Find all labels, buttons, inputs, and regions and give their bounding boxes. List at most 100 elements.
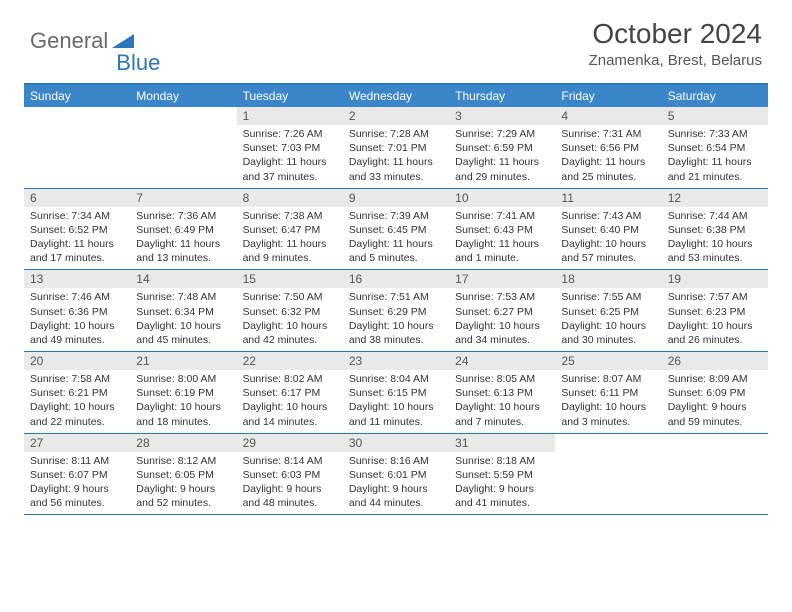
day-number: 14 <box>130 270 236 288</box>
sunrise-text: Sunrise: 7:26 AM <box>243 127 337 141</box>
header: General Blue October 2024 Znamenka, Bres… <box>0 0 792 77</box>
daylight-text: Daylight: 9 hours and 59 minutes. <box>668 400 762 428</box>
sunrise-text: Sunrise: 7:44 AM <box>668 209 762 223</box>
day-cell: 2Sunrise: 7:28 AMSunset: 7:01 PMDaylight… <box>343 107 449 188</box>
day-cell: 10Sunrise: 7:41 AMSunset: 6:43 PMDayligh… <box>449 189 555 270</box>
dow-cell: Friday <box>555 85 661 107</box>
daylight-text: Daylight: 10 hours and 57 minutes. <box>561 237 655 265</box>
day-number: 26 <box>662 352 768 370</box>
day-cell: 31Sunrise: 8:18 AMSunset: 5:59 PMDayligh… <box>449 434 555 515</box>
day-number: 29 <box>237 434 343 452</box>
sunset-text: Sunset: 6:38 PM <box>668 223 762 237</box>
day-number: 11 <box>555 189 661 207</box>
day-body: Sunrise: 7:28 AMSunset: 7:01 PMDaylight:… <box>343 125 449 184</box>
day-number: 2 <box>343 107 449 125</box>
sunset-text: Sunset: 6:36 PM <box>30 305 124 319</box>
day-body: Sunrise: 7:26 AMSunset: 7:03 PMDaylight:… <box>237 125 343 184</box>
sunset-text: Sunset: 6:23 PM <box>668 305 762 319</box>
day-cell: 3Sunrise: 7:29 AMSunset: 6:59 PMDaylight… <box>449 107 555 188</box>
dow-row: SundayMondayTuesdayWednesdayThursdayFrid… <box>24 85 768 107</box>
day-cell: 6Sunrise: 7:34 AMSunset: 6:52 PMDaylight… <box>24 189 130 270</box>
daylight-text: Daylight: 11 hours and 25 minutes. <box>561 155 655 183</box>
day-body: Sunrise: 8:16 AMSunset: 6:01 PMDaylight:… <box>343 452 449 511</box>
day-body: Sunrise: 8:07 AMSunset: 6:11 PMDaylight:… <box>555 370 661 429</box>
day-number: 22 <box>237 352 343 370</box>
day-cell <box>24 107 130 188</box>
day-cell: 18Sunrise: 7:55 AMSunset: 6:25 PMDayligh… <box>555 270 661 351</box>
sunrise-text: Sunrise: 7:36 AM <box>136 209 230 223</box>
day-body: Sunrise: 7:48 AMSunset: 6:34 PMDaylight:… <box>130 288 236 347</box>
day-cell: 16Sunrise: 7:51 AMSunset: 6:29 PMDayligh… <box>343 270 449 351</box>
daylight-text: Daylight: 9 hours and 52 minutes. <box>136 482 230 510</box>
day-body: Sunrise: 8:04 AMSunset: 6:15 PMDaylight:… <box>343 370 449 429</box>
day-cell <box>662 434 768 515</box>
day-cell: 26Sunrise: 8:09 AMSunset: 6:09 PMDayligh… <box>662 352 768 433</box>
day-number: 6 <box>24 189 130 207</box>
sunrise-text: Sunrise: 7:58 AM <box>30 372 124 386</box>
daylight-text: Daylight: 9 hours and 48 minutes. <box>243 482 337 510</box>
day-body: Sunrise: 7:33 AMSunset: 6:54 PMDaylight:… <box>662 125 768 184</box>
location: Znamenka, Brest, Belarus <box>589 52 762 69</box>
sunrise-text: Sunrise: 7:53 AM <box>455 290 549 304</box>
sunset-text: Sunset: 6:11 PM <box>561 386 655 400</box>
sunset-text: Sunset: 6:27 PM <box>455 305 549 319</box>
logo: General Blue <box>30 18 160 64</box>
daylight-text: Daylight: 10 hours and 22 minutes. <box>30 400 124 428</box>
day-cell: 29Sunrise: 8:14 AMSunset: 6:03 PMDayligh… <box>237 434 343 515</box>
day-body: Sunrise: 7:50 AMSunset: 6:32 PMDaylight:… <box>237 288 343 347</box>
sunrise-text: Sunrise: 7:41 AM <box>455 209 549 223</box>
day-cell <box>130 107 236 188</box>
sunset-text: Sunset: 6:34 PM <box>136 305 230 319</box>
sunrise-text: Sunrise: 8:02 AM <box>243 372 337 386</box>
sunset-text: Sunset: 6:07 PM <box>30 468 124 482</box>
day-cell: 5Sunrise: 7:33 AMSunset: 6:54 PMDaylight… <box>662 107 768 188</box>
day-number: 17 <box>449 270 555 288</box>
sunset-text: Sunset: 6:52 PM <box>30 223 124 237</box>
day-cell: 15Sunrise: 7:50 AMSunset: 6:32 PMDayligh… <box>237 270 343 351</box>
day-body: Sunrise: 7:36 AMSunset: 6:49 PMDaylight:… <box>130 207 236 266</box>
day-body: Sunrise: 8:09 AMSunset: 6:09 PMDaylight:… <box>662 370 768 429</box>
day-body: Sunrise: 7:44 AMSunset: 6:38 PMDaylight:… <box>662 207 768 266</box>
day-body: Sunrise: 8:00 AMSunset: 6:19 PMDaylight:… <box>130 370 236 429</box>
sunrise-text: Sunrise: 7:48 AM <box>136 290 230 304</box>
day-number: 5 <box>662 107 768 125</box>
sunset-text: Sunset: 6:54 PM <box>668 141 762 155</box>
day-cell: 7Sunrise: 7:36 AMSunset: 6:49 PMDaylight… <box>130 189 236 270</box>
sunrise-text: Sunrise: 8:07 AM <box>561 372 655 386</box>
day-body: Sunrise: 7:58 AMSunset: 6:21 PMDaylight:… <box>24 370 130 429</box>
weeks-container: 1Sunrise: 7:26 AMSunset: 7:03 PMDaylight… <box>24 107 768 515</box>
day-cell: 11Sunrise: 7:43 AMSunset: 6:40 PMDayligh… <box>555 189 661 270</box>
sunrise-text: Sunrise: 8:16 AM <box>349 454 443 468</box>
dow-cell: Sunday <box>24 85 130 107</box>
sunset-text: Sunset: 6:15 PM <box>349 386 443 400</box>
day-number: 13 <box>24 270 130 288</box>
sunset-text: Sunset: 6:05 PM <box>136 468 230 482</box>
sunrise-text: Sunrise: 8:04 AM <box>349 372 443 386</box>
day-cell: 8Sunrise: 7:38 AMSunset: 6:47 PMDaylight… <box>237 189 343 270</box>
sunrise-text: Sunrise: 8:09 AM <box>668 372 762 386</box>
sunset-text: Sunset: 6:03 PM <box>243 468 337 482</box>
daylight-text: Daylight: 9 hours and 44 minutes. <box>349 482 443 510</box>
sunrise-text: Sunrise: 8:12 AM <box>136 454 230 468</box>
daylight-text: Daylight: 10 hours and 3 minutes. <box>561 400 655 428</box>
sunset-text: Sunset: 6:01 PM <box>349 468 443 482</box>
day-number: 23 <box>343 352 449 370</box>
logo-text-blue: Blue <box>116 50 160 76</box>
dow-cell: Thursday <box>449 85 555 107</box>
day-body: Sunrise: 7:29 AMSunset: 6:59 PMDaylight:… <box>449 125 555 184</box>
dow-cell: Wednesday <box>343 85 449 107</box>
sunset-text: Sunset: 6:45 PM <box>349 223 443 237</box>
day-cell <box>555 434 661 515</box>
day-body: Sunrise: 8:11 AMSunset: 6:07 PMDaylight:… <box>24 452 130 511</box>
day-cell: 30Sunrise: 8:16 AMSunset: 6:01 PMDayligh… <box>343 434 449 515</box>
day-body: Sunrise: 7:55 AMSunset: 6:25 PMDaylight:… <box>555 288 661 347</box>
sunset-text: Sunset: 6:59 PM <box>455 141 549 155</box>
daylight-text: Daylight: 9 hours and 56 minutes. <box>30 482 124 510</box>
week-row: 13Sunrise: 7:46 AMSunset: 6:36 PMDayligh… <box>24 270 768 352</box>
day-number: 19 <box>662 270 768 288</box>
daylight-text: Daylight: 10 hours and 45 minutes. <box>136 319 230 347</box>
day-number: 15 <box>237 270 343 288</box>
day-cell: 13Sunrise: 7:46 AMSunset: 6:36 PMDayligh… <box>24 270 130 351</box>
day-body: Sunrise: 7:51 AMSunset: 6:29 PMDaylight:… <box>343 288 449 347</box>
title-block: October 2024 Znamenka, Brest, Belarus <box>589 18 762 69</box>
